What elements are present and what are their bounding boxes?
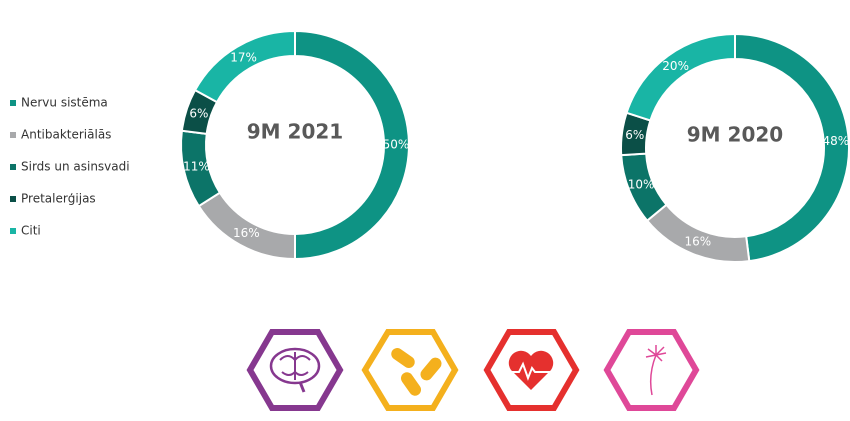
legend-swatch xyxy=(10,100,16,106)
value-label: 16% xyxy=(233,226,260,240)
legend-swatch xyxy=(10,132,16,138)
legend-swatch xyxy=(10,164,16,170)
value-label: 50% xyxy=(383,138,410,152)
legend-label: Sirds un asinsvadi xyxy=(21,160,130,174)
legend-label: Antibakteriālās xyxy=(21,128,111,142)
value-label: 20% xyxy=(662,59,689,73)
legend-swatch xyxy=(10,196,16,202)
legend-label: Pretalerģijas xyxy=(21,192,96,206)
value-label: 10% xyxy=(628,178,655,192)
icons xyxy=(246,329,700,411)
legend-label: Nervu sistēma xyxy=(21,96,108,110)
brain-icon xyxy=(246,329,344,411)
donut-segment xyxy=(294,29,410,261)
donut-segment xyxy=(625,32,736,122)
value-label: 17% xyxy=(230,51,257,65)
legend-label: Citi xyxy=(21,224,41,238)
chart-title: 9M 2021 xyxy=(247,120,343,144)
donut-segment xyxy=(193,29,296,104)
value-label: 6% xyxy=(625,128,644,142)
value-label: 6% xyxy=(189,106,208,120)
heart-icon xyxy=(483,329,580,411)
bacteria-icon xyxy=(361,329,459,411)
value-label: 48% xyxy=(822,134,849,148)
value-label: 16% xyxy=(684,234,711,248)
chart-title: 9M 2020 xyxy=(687,123,783,147)
donut-segment xyxy=(645,203,751,263)
legend-swatch xyxy=(10,228,16,234)
dandelion-icon xyxy=(603,329,700,411)
value-label: 11% xyxy=(183,160,210,174)
